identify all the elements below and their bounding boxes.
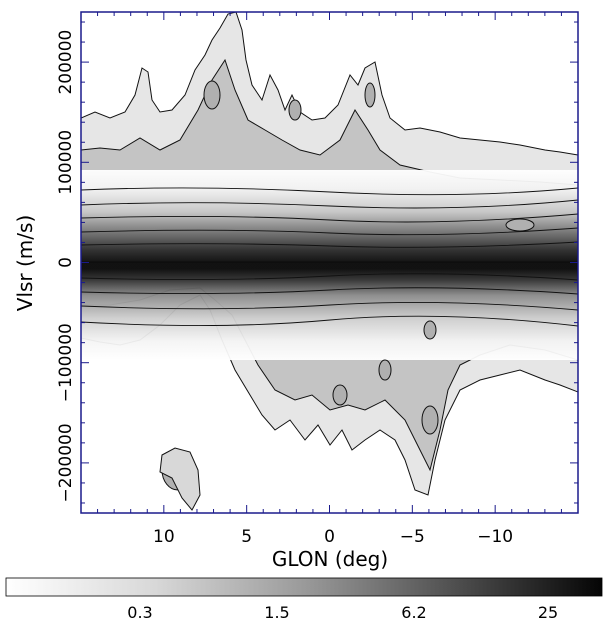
colorbar-tick-label: 0.3: [127, 603, 152, 622]
y-tick-label: −100000: [56, 323, 76, 402]
x-axis-title: GLON (deg): [272, 547, 388, 571]
x-tick-label: −5: [400, 527, 425, 547]
x-tick-labels: 10 5 0 −5 −10: [153, 527, 513, 547]
y-axis-title: Vlsr (m/s): [13, 215, 37, 311]
x-tick-label: 10: [153, 527, 175, 547]
y-tick-label: 200000: [56, 30, 76, 95]
y-tick-label: −200000: [56, 423, 76, 502]
colorbar-tick-label: 1.5: [264, 603, 289, 622]
x-tick-label: −10: [477, 527, 513, 547]
y-tick-label: 0: [56, 257, 76, 268]
plot-area: [81, 12, 578, 513]
x-tick-label: 5: [241, 527, 252, 547]
colorbar-tick-label: 6.2: [401, 603, 426, 622]
y-tick-label: 100000: [56, 130, 76, 195]
colorbar-tick-labels: 0.3 1.5 6.2 25: [127, 603, 558, 622]
colorbar-gradient: [6, 578, 602, 596]
colorbar-tick-label: 25: [538, 603, 558, 622]
y-tick-labels: 200000 100000 0 −100000 −200000: [56, 30, 76, 503]
dense-emission-band: [81, 170, 578, 360]
x-tick-label: 0: [324, 527, 335, 547]
colorbar: 0.3 1.5 6.2 25: [6, 578, 602, 622]
